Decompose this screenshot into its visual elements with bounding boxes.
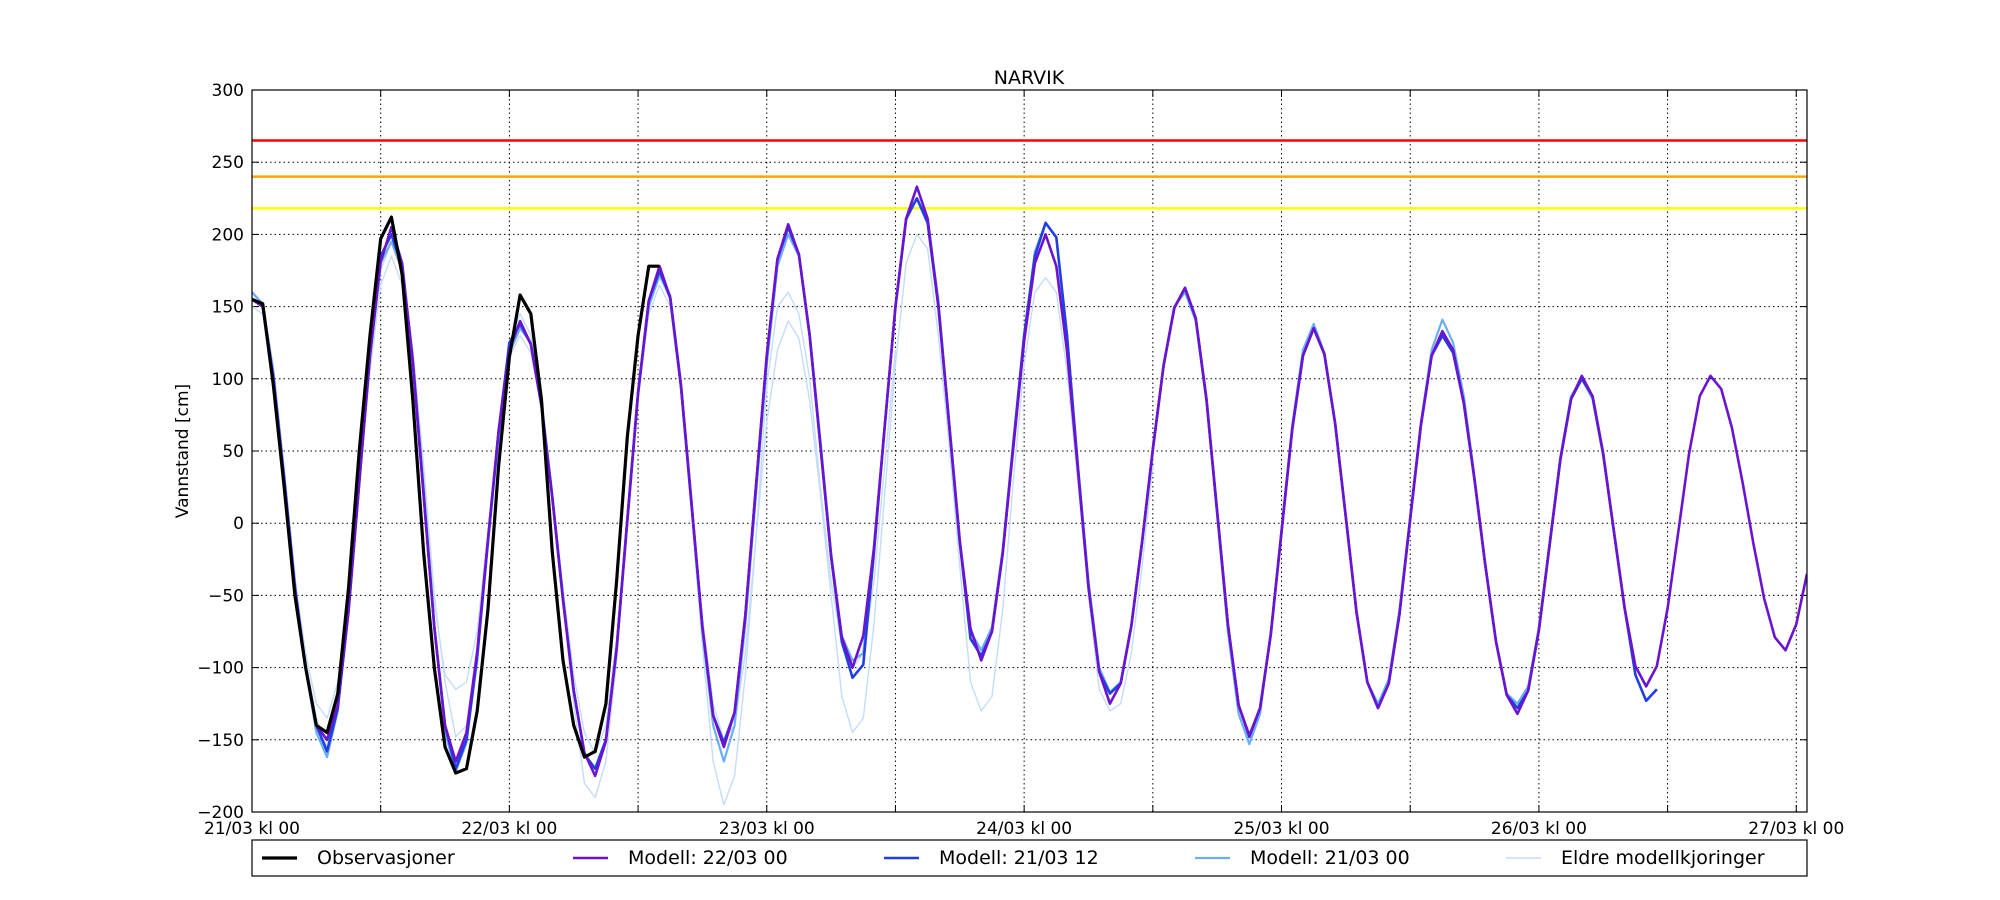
y-tick-label: 0 [233, 514, 244, 534]
x-tick-label: 21/03 kl 00 [204, 819, 300, 839]
y-tick-label: −150 [197, 731, 244, 751]
y-tick-label: 300 [212, 81, 244, 101]
y-tick-label: −50 [208, 586, 244, 606]
y-tick-label: 250 [212, 153, 244, 173]
legend-box [251, 839, 1808, 877]
x-tick-label: 23/03 kl 00 [719, 819, 815, 839]
y-tick-label: 50 [222, 442, 244, 462]
legend-label: Modell: 21/03 12 [939, 847, 1099, 869]
plot-frame [251, 89, 1808, 813]
y-axis-label: Vannstand [cm] [173, 384, 193, 518]
x-tick-label: 26/03 kl 00 [1491, 819, 1587, 839]
legend-label: Eldre modellkjoringer [1561, 847, 1765, 869]
y-tick-label: −100 [197, 659, 244, 679]
series-line [252, 197, 1637, 773]
series-line [252, 185, 1807, 778]
y-tick-label: 150 [212, 298, 244, 318]
series-line [252, 233, 1154, 755]
x-tick-label: 25/03 kl 00 [1234, 819, 1330, 839]
y-tick-label: −200 [197, 803, 244, 823]
x-tick-label: 22/03 kl 00 [461, 819, 557, 839]
legend-label: Modell: 21/03 00 [1250, 847, 1410, 869]
series-line [252, 215, 660, 775]
legend-label: Modell: 22/03 00 [628, 847, 788, 869]
y-tick-label: 100 [212, 370, 244, 390]
y-tick-label: 200 [212, 225, 244, 245]
chart-title: NARVIK [994, 67, 1065, 89]
x-tick-label: 24/03 kl 00 [976, 819, 1072, 839]
legend-label: Observasjoner [317, 847, 455, 869]
x-tick-label: 27/03 kl 00 [1748, 819, 1844, 839]
